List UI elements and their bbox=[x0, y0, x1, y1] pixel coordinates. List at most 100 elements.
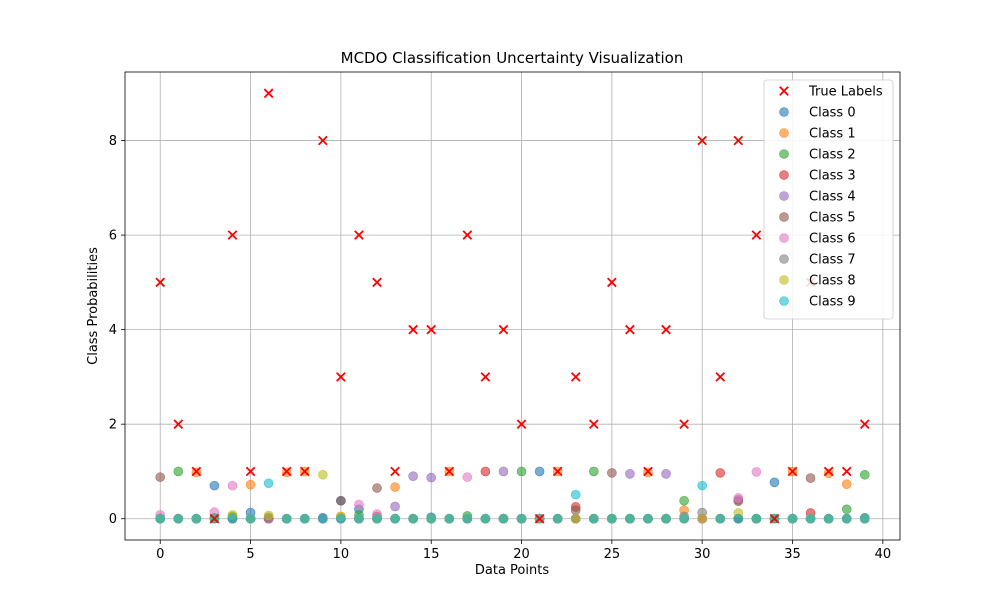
true-label-marker bbox=[697, 135, 708, 146]
class-5-point bbox=[805, 473, 816, 483]
axis-ticks: 0 5 10 15 20 25 30 35 40 0 2 4 6 8 bbox=[109, 134, 891, 562]
legend-marker-class-9 bbox=[779, 296, 789, 306]
class-9-point bbox=[733, 513, 744, 524]
class-6-point bbox=[354, 499, 364, 510]
class-4-point bbox=[498, 466, 509, 477]
class-9-point bbox=[155, 513, 166, 524]
y-tick-label: 4 bbox=[109, 323, 117, 338]
true-label-marker bbox=[751, 230, 762, 240]
class-9-point bbox=[173, 513, 184, 524]
legend-label: Class 4 bbox=[809, 190, 856, 205]
y-axis-label: Class Probabilities bbox=[86, 247, 101, 365]
class-9-point bbox=[751, 513, 762, 524]
class-4-point bbox=[408, 471, 418, 481]
x-axis-label: Data Points bbox=[475, 563, 549, 578]
class-6-point bbox=[751, 467, 762, 477]
class-6-point bbox=[733, 493, 744, 503]
class-9-point bbox=[625, 513, 635, 524]
class-1-point bbox=[390, 482, 400, 492]
true-label-marker bbox=[408, 324, 418, 335]
legend-label: Class 1 bbox=[809, 127, 856, 142]
class-9-point bbox=[408, 513, 418, 524]
legend-marker-class-1 bbox=[779, 128, 789, 138]
legend-marker-class-6 bbox=[779, 233, 789, 243]
class-1-point bbox=[823, 468, 834, 479]
true-label-marker bbox=[733, 135, 744, 146]
class-1-point bbox=[245, 479, 256, 490]
legend-marker-class-7 bbox=[779, 254, 789, 264]
class-9-point bbox=[679, 513, 689, 524]
class-2-point bbox=[841, 504, 852, 515]
x-tick-label: 0 bbox=[156, 547, 164, 562]
class-2-point bbox=[173, 466, 184, 477]
class-9-point bbox=[390, 513, 400, 524]
class-9-point bbox=[607, 513, 617, 524]
true-label-marker bbox=[679, 419, 689, 430]
legend-label: Class 9 bbox=[809, 295, 856, 310]
true-label-marker bbox=[625, 324, 635, 335]
true-label-marker bbox=[444, 466, 455, 477]
legend-label: True Labels bbox=[808, 85, 883, 100]
true-label-marker bbox=[191, 466, 202, 477]
class-8-point bbox=[263, 510, 274, 521]
class-9-point bbox=[318, 513, 328, 524]
legend-label: Class 3 bbox=[809, 169, 856, 184]
true-label-marker bbox=[317, 135, 328, 146]
class-9-point bbox=[570, 489, 581, 500]
true-label-marker bbox=[841, 466, 852, 477]
legend-marker-class-4 bbox=[779, 191, 789, 201]
class-0-point bbox=[534, 466, 545, 477]
true-label-marker bbox=[245, 466, 256, 477]
legend-label: Class 6 bbox=[809, 232, 856, 247]
class-9-point bbox=[588, 513, 599, 524]
plot-area-border bbox=[124, 71, 901, 541]
class-4-point bbox=[390, 501, 400, 512]
true-label-marker bbox=[787, 466, 798, 477]
data-points bbox=[155, 88, 870, 524]
true-label-marker bbox=[354, 230, 364, 240]
class-9-point bbox=[516, 513, 527, 524]
legend-label: Class 0 bbox=[809, 106, 856, 121]
class-9-point bbox=[444, 513, 455, 524]
class-6-point bbox=[462, 472, 473, 482]
true-label-marker bbox=[173, 419, 184, 430]
class-9-point bbox=[227, 513, 238, 524]
class-3-point bbox=[480, 466, 491, 477]
x-tick-label: 30 bbox=[694, 547, 711, 562]
class-2-point bbox=[679, 495, 689, 506]
class-5-point bbox=[336, 495, 346, 506]
class-0-point bbox=[769, 477, 780, 488]
class-4-point bbox=[661, 469, 671, 479]
x-tick-label: 5 bbox=[246, 547, 254, 562]
class-2-point bbox=[588, 466, 599, 477]
true-label-marker bbox=[643, 466, 653, 477]
class-9-point bbox=[336, 513, 346, 524]
class-9-point bbox=[661, 513, 671, 524]
class-9-point bbox=[299, 513, 310, 524]
class-9-point bbox=[462, 513, 473, 524]
class-4-point bbox=[625, 469, 635, 479]
legend-marker-class-5 bbox=[779, 212, 789, 222]
class-8-point bbox=[318, 469, 328, 480]
true-label-marker bbox=[588, 419, 599, 430]
true-label-marker bbox=[859, 419, 870, 430]
legend-label: Class 8 bbox=[809, 274, 856, 289]
legend-marker-class-2 bbox=[779, 149, 789, 159]
true-label-marker bbox=[715, 372, 726, 382]
y-tick-label: 8 bbox=[109, 134, 117, 149]
class-9-point bbox=[245, 513, 256, 524]
true-label-marker bbox=[227, 230, 238, 240]
true-label-marker bbox=[281, 466, 292, 477]
true-label-marker bbox=[462, 230, 473, 240]
x-tick-label: 15 bbox=[423, 547, 440, 562]
y-tick-label: 6 bbox=[109, 229, 117, 244]
x-tick-label: 40 bbox=[875, 547, 892, 562]
true-label-marker bbox=[336, 372, 346, 382]
class-5-point bbox=[607, 468, 617, 478]
class-9-point bbox=[715, 513, 726, 524]
chart-title: MCDO Classification Uncertainty Visualiz… bbox=[341, 49, 684, 67]
class-9-point bbox=[841, 513, 852, 524]
class-9-point bbox=[823, 513, 834, 524]
class-8-point bbox=[570, 513, 581, 524]
